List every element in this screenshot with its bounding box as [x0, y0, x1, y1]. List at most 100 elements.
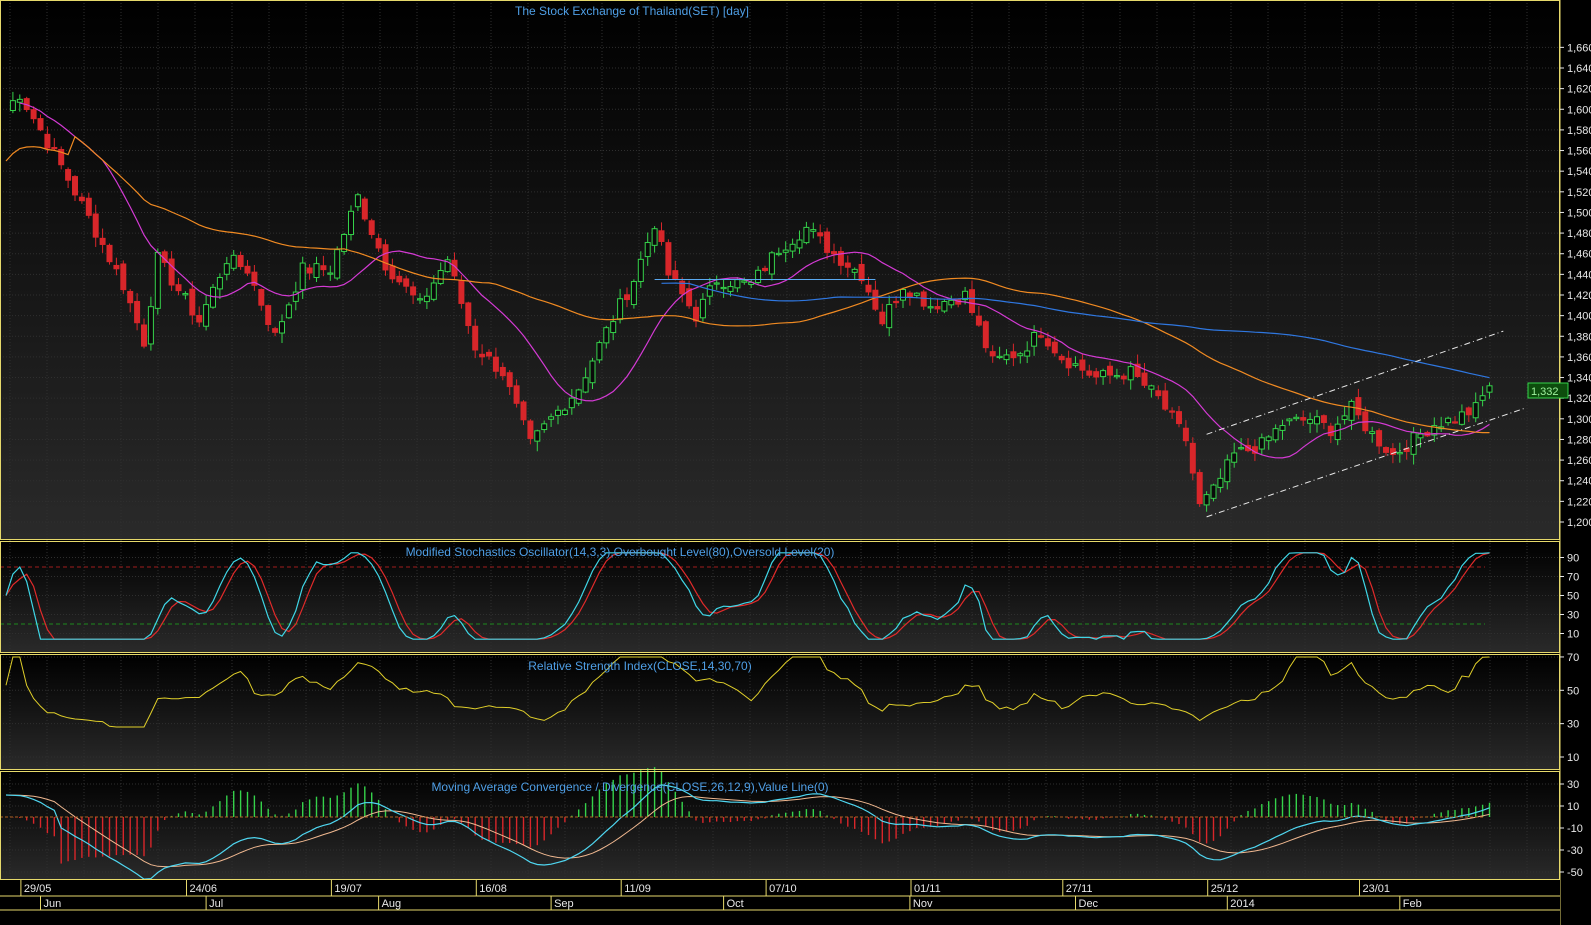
candle-up[interactable] — [437, 270, 444, 284]
candle-down[interactable] — [99, 237, 106, 245]
candle-down[interactable] — [258, 288, 265, 306]
candle-up[interactable] — [755, 269, 762, 283]
candle-down[interactable] — [65, 169, 72, 181]
candle-down[interactable] — [982, 321, 989, 349]
candle-down[interactable] — [410, 286, 417, 296]
candle-up[interactable] — [1210, 484, 1217, 499]
candle-up[interactable] — [444, 259, 451, 273]
candle-down[interactable] — [844, 262, 851, 268]
price-panel[interactable] — [5, 91, 1525, 518]
candle-up[interactable] — [596, 342, 603, 361]
candle-down[interactable] — [44, 133, 51, 149]
candle-down[interactable] — [375, 238, 382, 249]
candle-down[interactable] — [486, 351, 492, 357]
candle-down[interactable] — [320, 265, 327, 271]
candle-up[interactable] — [575, 389, 582, 404]
candle-down[interactable] — [1141, 372, 1148, 386]
candle-down[interactable] — [1300, 417, 1307, 421]
candle-up[interactable] — [182, 293, 189, 296]
candle-up[interactable] — [327, 272, 334, 275]
candle-up[interactable] — [16, 98, 23, 103]
candle-down[interactable] — [134, 300, 141, 324]
candle-down[interactable] — [382, 244, 389, 271]
candle-up[interactable] — [534, 430, 541, 442]
trend-channel-line[interactable] — [1206, 408, 1525, 518]
candle-down[interactable] — [665, 242, 672, 276]
candle-up[interactable] — [1231, 452, 1238, 463]
candle-down[interactable] — [1058, 355, 1065, 361]
candle-up[interactable] — [900, 289, 906, 301]
candle-up[interactable] — [713, 282, 720, 285]
candle-down[interactable] — [520, 401, 527, 421]
candle-up[interactable] — [637, 258, 644, 282]
candle-down[interactable] — [824, 231, 831, 253]
candle-up[interactable] — [1003, 354, 1010, 361]
candle-down[interactable] — [624, 294, 630, 301]
candle-down[interactable] — [58, 148, 65, 166]
candle-up[interactable] — [941, 301, 948, 312]
candle-down[interactable] — [265, 305, 272, 326]
candle-up[interactable] — [582, 377, 589, 393]
candle-up[interactable] — [279, 321, 285, 334]
candle-up[interactable] — [706, 285, 713, 297]
candle-down[interactable] — [1182, 427, 1189, 442]
candle-down[interactable] — [1038, 335, 1044, 338]
candle-down[interactable] — [1079, 359, 1086, 371]
candle-up[interactable] — [796, 239, 803, 249]
candle-up[interactable] — [1458, 411, 1465, 425]
candle-down[interactable] — [1086, 370, 1093, 376]
candle-up[interactable] — [603, 327, 610, 344]
candle-down[interactable] — [51, 146, 58, 150]
candle-up[interactable] — [1431, 425, 1438, 436]
candle-down[interactable] — [686, 288, 693, 307]
trend-channel-line[interactable] — [1206, 330, 1504, 435]
candle-down[interactable] — [693, 306, 699, 322]
candle-down[interactable] — [1389, 448, 1396, 456]
candle-up[interactable] — [417, 298, 423, 301]
candle-down[interactable] — [72, 176, 78, 196]
candle-down[interactable] — [1196, 472, 1203, 505]
candle-down[interactable] — [196, 314, 203, 323]
candle-down[interactable] — [272, 328, 279, 333]
candle-up[interactable] — [851, 268, 858, 273]
candle-up[interactable] — [962, 290, 969, 301]
candle-up[interactable] — [1307, 419, 1314, 424]
candle-up[interactable] — [223, 263, 230, 275]
candle-down[interactable] — [906, 292, 913, 298]
candle-down[interactable] — [1327, 425, 1334, 437]
candle-up[interactable] — [430, 282, 437, 300]
candle-up[interactable] — [292, 291, 299, 302]
candle-up[interactable] — [1017, 353, 1024, 357]
candle-down[interactable] — [1355, 397, 1362, 416]
candle-down[interactable] — [37, 118, 44, 131]
candle-up[interactable] — [299, 262, 306, 290]
candle-down[interactable] — [513, 385, 520, 404]
candle-up[interactable] — [541, 423, 548, 431]
candle-down[interactable] — [858, 263, 865, 282]
candle-down[interactable] — [1051, 341, 1058, 354]
candle-down[interactable] — [403, 278, 410, 287]
candle-down[interactable] — [499, 366, 506, 377]
candle-up[interactable] — [423, 295, 430, 303]
candle-up[interactable] — [1279, 425, 1286, 431]
candle-up[interactable] — [727, 286, 734, 292]
rsi-panel[interactable] — [5, 656, 1490, 728]
candle-down[interactable] — [389, 265, 396, 280]
candle-down[interactable] — [465, 302, 472, 327]
candle-up[interactable] — [285, 304, 292, 319]
candle-up[interactable] — [1127, 366, 1134, 381]
candle-up[interactable] — [1334, 423, 1341, 441]
candle-up[interactable] — [1272, 428, 1279, 441]
candle-up[interactable] — [1224, 459, 1231, 483]
candle-up[interactable] — [996, 355, 1003, 359]
candle-down[interactable] — [1044, 338, 1051, 347]
candle-up[interactable] — [1072, 363, 1079, 366]
candle-down[interactable] — [969, 289, 975, 313]
candle-down[interactable] — [1162, 390, 1169, 410]
candle-up[interactable] — [1445, 417, 1452, 424]
candle-up[interactable] — [1341, 415, 1348, 420]
candle-up[interactable] — [810, 229, 817, 232]
candle-up[interactable] — [589, 360, 596, 384]
candle-down[interactable] — [975, 315, 982, 326]
